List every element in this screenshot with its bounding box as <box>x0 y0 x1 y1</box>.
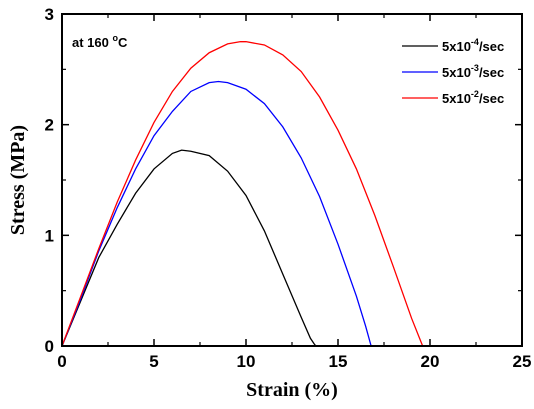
x-tick-label: 15 <box>329 352 348 371</box>
legend-label-1: 5x10-4/sec <box>442 37 504 54</box>
series-layer <box>61 41 424 347</box>
annotation-degree-symbol: o <box>112 33 118 43</box>
legend-label-exponent: -4 <box>471 37 479 47</box>
series-line-1 <box>61 149 317 347</box>
y-tick-label: 0 <box>45 337 54 356</box>
legend-label-base: 5x10 <box>442 91 471 106</box>
series-line-3 <box>61 41 424 347</box>
annotation-suffix: C <box>118 35 128 50</box>
y-tick-label: 3 <box>45 5 54 24</box>
annotation-prefix: at 160 <box>72 35 112 50</box>
x-tick-label: 25 <box>513 352 532 371</box>
legend-label-3: 5x10-2/sec <box>442 89 504 106</box>
y-tick-label: 1 <box>45 226 54 245</box>
x-tick-label: 10 <box>237 352 256 371</box>
ticks-layer: 0 5 10 15 20 25 0 1 2 3 <box>45 5 532 371</box>
temperature-annotation: at 160 oC <box>72 33 128 50</box>
series-line-2 <box>61 80 372 347</box>
x-axis-title: Strain (%) <box>246 379 338 401</box>
x-tick-label: 20 <box>421 352 440 371</box>
x-tick-label: 0 <box>57 352 66 371</box>
legend-label-unit: /sec <box>479 65 504 80</box>
y-axis-title: Stress (MPa) <box>7 125 29 235</box>
legend-label-unit: /sec <box>479 39 504 54</box>
legend-label-base: 5x10 <box>442 65 471 80</box>
legend-label-unit: /sec <box>479 91 504 106</box>
y-tick-label: 2 <box>45 116 54 135</box>
legend-label-2: 5x10-3/sec <box>442 63 504 80</box>
legend-label-exponent: -2 <box>471 89 479 99</box>
legend-label-exponent: -3 <box>471 63 479 73</box>
legend-label-base: 5x10 <box>442 39 471 54</box>
x-tick-label: 5 <box>149 352 158 371</box>
